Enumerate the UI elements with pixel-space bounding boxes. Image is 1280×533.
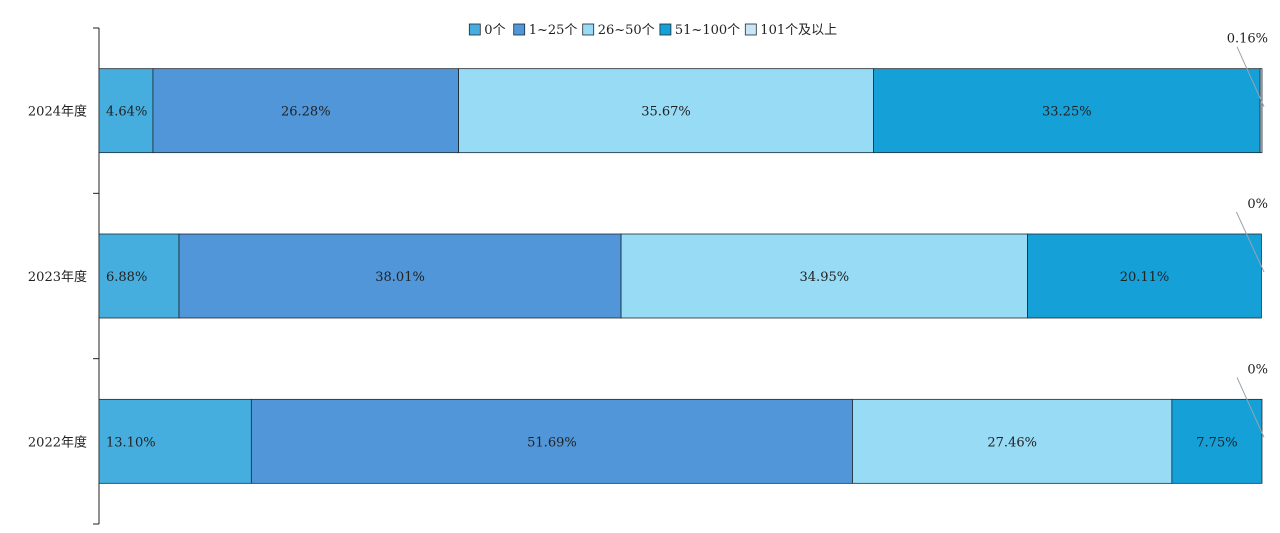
data-label: 35.67% — [641, 105, 691, 120]
bar-segment — [250, 398, 853, 484]
data-label: 4.64% — [106, 105, 147, 120]
data-labels: 4.64% 26.28% 35.67% 33.25% 0.16% 6.88% 38.01% 3… — [106, 32, 1268, 451]
bar-segment — [1171, 398, 1263, 484]
data-label: 0% — [1247, 362, 1268, 377]
data-label: 7.75% — [1196, 435, 1237, 450]
bar-segment — [98, 233, 180, 319]
data-label: 51.69% — [527, 435, 577, 450]
data-label: 0.16% — [1227, 32, 1268, 47]
legend-swatch — [582, 23, 595, 36]
data-label: 6.88% — [106, 270, 147, 285]
category-label: 2023年度 — [28, 269, 87, 285]
data-label: 0% — [1247, 197, 1268, 212]
bar-segment — [620, 233, 1028, 319]
legend-label: 26~50个 — [598, 23, 655, 38]
data-label: 38.01% — [375, 270, 425, 285]
legend-swatch — [513, 23, 526, 36]
category-label: 2024年度 — [28, 104, 87, 120]
data-label: 33.25% — [1042, 105, 1092, 120]
category-label: 2022年度 — [28, 434, 87, 450]
legend: 0个 1~25个 26~50个 51~100个 101个及以上 — [468, 23, 837, 38]
data-label: 26.28% — [281, 105, 331, 120]
legend-label: 1~25个 — [529, 23, 578, 38]
bars — [98, 68, 1263, 484]
legend-swatch — [659, 23, 672, 36]
bar-segment — [1259, 68, 1263, 154]
bar-segment — [178, 233, 622, 319]
bar-segment — [98, 398, 252, 484]
data-label: 13.10% — [106, 435, 156, 450]
legend-label: 51~100个 — [675, 23, 740, 38]
legend-label: 101个及以上 — [760, 23, 837, 38]
data-label: 34.95% — [800, 270, 850, 285]
legend-label: 0个 — [484, 23, 505, 38]
bar-segment — [1027, 233, 1262, 319]
bar-segment — [852, 398, 1173, 484]
leader-line — [1236, 377, 1265, 438]
legend-swatch — [468, 23, 481, 36]
bar-segment — [458, 68, 874, 154]
bar-segment — [152, 68, 459, 154]
leader-line — [1235, 211, 1265, 273]
legend-swatch — [744, 23, 757, 36]
bar-segment — [98, 68, 154, 154]
data-label: 27.46% — [987, 435, 1037, 450]
y-axis: 2024年度 2023年度 2022年度 — [28, 27, 100, 525]
leader-line — [1236, 46, 1265, 107]
data-label: 20.11% — [1120, 270, 1170, 285]
bar-segment — [873, 68, 1261, 154]
